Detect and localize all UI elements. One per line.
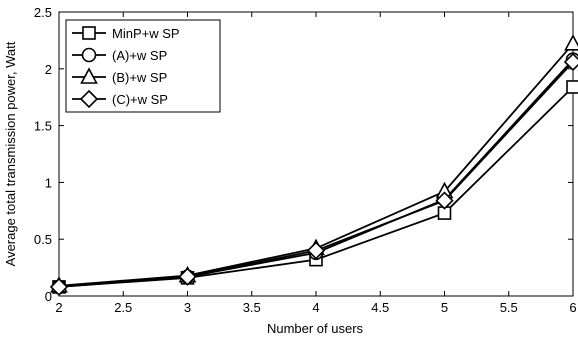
y-tick-label: 1.5 bbox=[34, 119, 52, 134]
y-axis-title: Average total transmission power, Watt bbox=[3, 41, 18, 266]
legend-entry: MinP+w SP bbox=[72, 26, 180, 41]
legend-label: (C)+w SP bbox=[112, 92, 168, 107]
x-tick-label: 4 bbox=[312, 300, 319, 315]
legend-entry: (C)+w SP bbox=[72, 91, 168, 107]
x-tick-label: 5.5 bbox=[500, 300, 518, 315]
legend-label: MinP+w SP bbox=[112, 26, 180, 41]
legend-entry: (A)+w SP bbox=[72, 48, 167, 63]
x-tick-label: 3.5 bbox=[243, 300, 261, 315]
y-tick-label: 0.5 bbox=[34, 232, 52, 247]
y-tick-label: 1 bbox=[45, 175, 52, 190]
x-tick-label: 2 bbox=[55, 300, 62, 315]
legend-label: (B)+w SP bbox=[112, 70, 167, 85]
y-tick-label: 2.5 bbox=[34, 5, 52, 20]
x-tick-label: 4.5 bbox=[371, 300, 389, 315]
legend-marker bbox=[83, 49, 96, 62]
x-tick-label: 5 bbox=[441, 300, 448, 315]
legend-label: (A)+w SP bbox=[112, 48, 167, 63]
x-tick-label: 2.5 bbox=[114, 300, 132, 315]
data-point bbox=[566, 36, 578, 50]
series-square bbox=[53, 81, 578, 293]
y-tick-label: 2 bbox=[45, 62, 52, 77]
x-tick-label: 6 bbox=[569, 300, 576, 315]
legend: MinP+w SP (A)+w SP (B)+w SP (C)+w SP bbox=[66, 20, 220, 112]
x-axis-title: Number of users bbox=[267, 321, 364, 336]
data-point bbox=[567, 81, 578, 93]
x-tick-label: 3 bbox=[184, 300, 191, 315]
legend-marker bbox=[83, 27, 95, 39]
